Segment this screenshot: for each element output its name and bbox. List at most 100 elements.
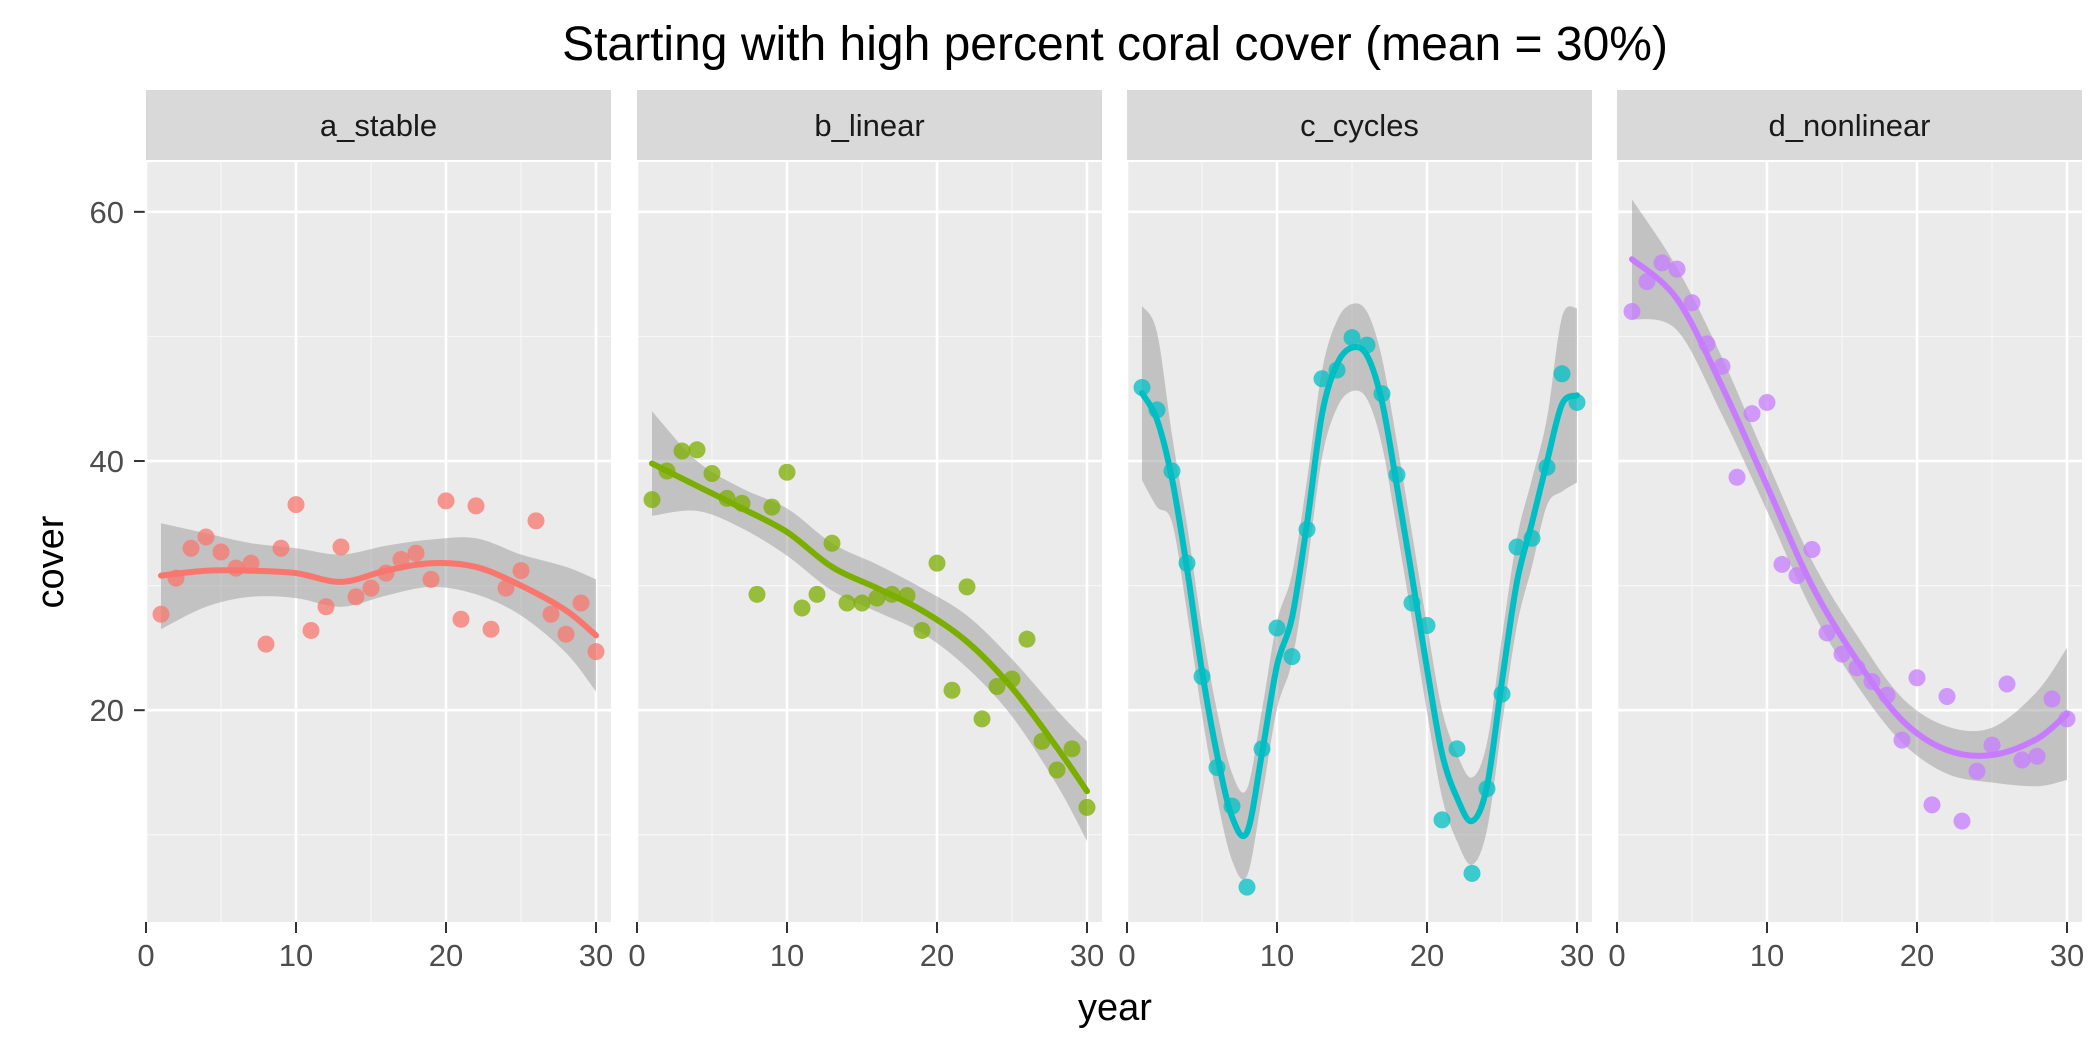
x-tick-label: 30	[579, 938, 613, 973]
data-point	[973, 710, 991, 728]
data-point	[572, 594, 590, 612]
data-point	[958, 578, 976, 596]
x-tick-label: 0	[628, 938, 645, 973]
data-point	[1668, 260, 1686, 278]
data-point	[868, 589, 886, 607]
data-point	[778, 463, 796, 481]
data-point	[527, 512, 545, 530]
facet-strip	[146, 90, 611, 160]
data-point	[1133, 379, 1151, 397]
y-tick-label: 20	[90, 693, 124, 728]
data-point	[1313, 370, 1331, 388]
facet-strip-label: a_stable	[320, 108, 437, 143]
panel-background	[1617, 162, 2082, 922]
data-point	[1463, 864, 1481, 882]
data-point	[1638, 273, 1656, 291]
data-point	[838, 594, 856, 612]
x-tick-label: 20	[920, 938, 954, 973]
smooth-line	[1629, 256, 2070, 759]
x-tick-label: 0	[137, 938, 154, 973]
data-point	[317, 598, 335, 616]
data-point	[1818, 624, 1836, 642]
data-point	[748, 585, 766, 603]
smooth-line	[649, 460, 1090, 795]
data-point	[1653, 254, 1671, 272]
facet-strip	[1127, 90, 1592, 160]
data-point	[257, 635, 275, 653]
data-point	[1773, 555, 1791, 573]
facet-panel-b-linear: b_linear 0 10 20 30	[628, 90, 1104, 973]
data-point	[1433, 811, 1451, 829]
data-point	[1078, 798, 1096, 816]
panel-background	[637, 162, 1102, 922]
x-tick-label: 10	[279, 938, 313, 973]
facet-strip-label: d_nonlinear	[1768, 108, 1930, 143]
x-tick-label: 0	[1608, 938, 1625, 973]
data-point	[1343, 329, 1361, 347]
data-point	[1998, 675, 2016, 693]
data-point	[452, 610, 470, 628]
x-tick-label: 30	[2050, 938, 2084, 973]
data-point	[152, 605, 170, 623]
facet-strip-label: c_cycles	[1300, 108, 1419, 143]
data-point	[407, 544, 425, 562]
data-point	[197, 528, 215, 546]
chart-title: Starting with high percent coral cover (…	[562, 18, 1668, 71]
x-tick-label: 20	[1410, 938, 1444, 973]
data-point	[703, 464, 721, 482]
data-point	[1788, 567, 1806, 585]
confidence-band	[161, 523, 596, 692]
data-point	[2043, 690, 2061, 708]
x-tick-label: 0	[1118, 938, 1135, 973]
data-point	[1683, 294, 1701, 312]
data-point	[1623, 303, 1641, 321]
data-point	[688, 441, 706, 459]
data-point	[1553, 365, 1571, 383]
data-point	[542, 605, 560, 623]
facet-strip-label: b_linear	[814, 108, 924, 143]
facet-strip	[1617, 90, 2082, 160]
data-point	[242, 554, 260, 572]
smooth-line	[158, 560, 599, 639]
data-point	[1448, 740, 1466, 758]
data-point	[287, 496, 305, 514]
y-tick-label: 60	[90, 195, 124, 230]
data-point	[212, 543, 230, 561]
data-point	[1968, 762, 1986, 780]
data-point	[467, 497, 485, 515]
x-tick-label: 30	[1560, 938, 1594, 973]
data-point	[1063, 740, 1081, 758]
data-point	[1758, 393, 1776, 411]
data-point	[587, 643, 605, 661]
data-point	[512, 562, 530, 580]
data-point	[182, 539, 200, 557]
data-point	[1283, 648, 1301, 666]
x-tick-label: 30	[1070, 938, 1104, 973]
data-point	[302, 621, 320, 639]
data-point	[1803, 540, 1821, 558]
facet-panel-c-cycles: c_cycles 0 10 20 30	[1118, 90, 1594, 973]
data-point	[497, 579, 515, 597]
data-point	[763, 498, 781, 516]
data-point	[557, 625, 575, 643]
data-point	[943, 681, 961, 699]
data-point	[1953, 812, 1971, 830]
data-point	[332, 538, 350, 556]
data-point	[1983, 736, 2001, 754]
data-point	[1018, 630, 1036, 648]
x-tick-label: 10	[1260, 938, 1294, 973]
y-axis-label: cover	[30, 515, 72, 608]
data-point	[1728, 468, 1746, 486]
data-point	[1938, 687, 1956, 705]
data-point	[437, 492, 455, 510]
data-point	[1743, 405, 1761, 423]
facet-strip	[637, 90, 1102, 160]
x-tick-label: 10	[1750, 938, 1784, 973]
smooth-line	[1139, 343, 1580, 840]
x-tick-label: 10	[770, 938, 804, 973]
data-point	[928, 554, 946, 572]
data-point	[362, 579, 380, 597]
